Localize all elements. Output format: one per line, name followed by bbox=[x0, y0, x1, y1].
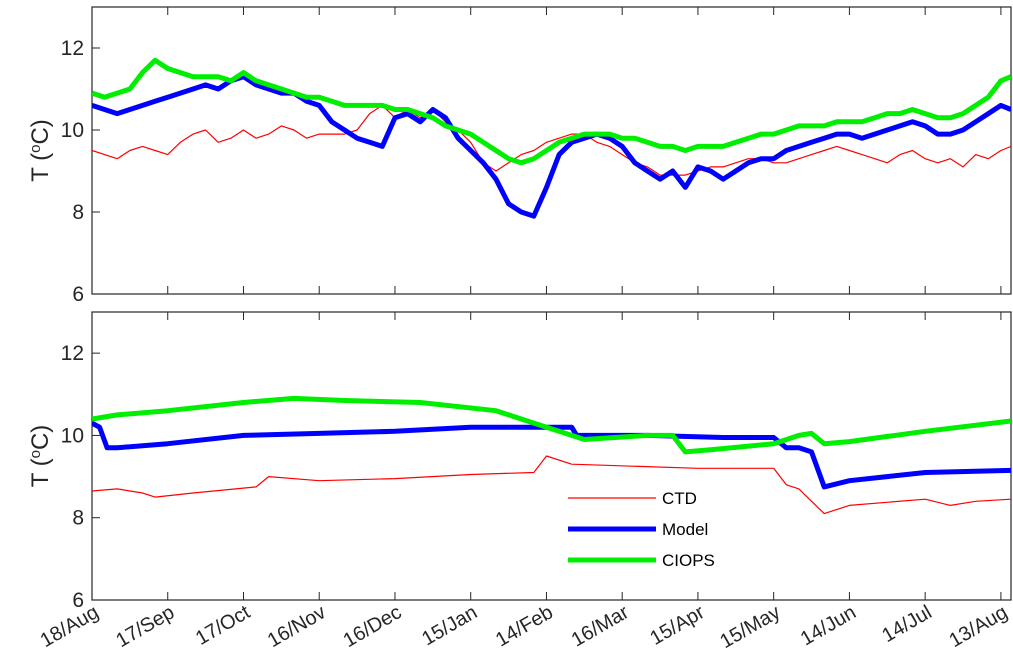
y-tick-label: 6 bbox=[72, 589, 84, 612]
plot-frame bbox=[91, 311, 1012, 601]
series-group bbox=[92, 57, 1011, 219]
series-line-ciops bbox=[92, 57, 1011, 166]
series-line-model bbox=[92, 74, 1011, 219]
x-tick-label: 14/Feb bbox=[492, 601, 557, 651]
x-tick-label: 16/Nov bbox=[264, 601, 330, 652]
y-tick-label: 12 bbox=[61, 37, 84, 60]
legend: CTD Model CIOPS bbox=[568, 489, 715, 570]
bottom-panel: 6 8 10 12 18/Aug 17/Sep 17/Oct 16/Nov 16/Dec 15/J… bbox=[27, 311, 1012, 653]
y-tick-label: 6 bbox=[72, 283, 84, 306]
top-panel: 6 8 10 12 T (oC) bbox=[27, 6, 1012, 306]
y-tick-label: 8 bbox=[72, 507, 84, 530]
legend-label-ciops: CIOPS bbox=[662, 551, 715, 570]
y-axis-label: T (oC) bbox=[27, 425, 55, 488]
x-tick-label: 15/May bbox=[716, 601, 784, 653]
x-tick-label: 14/Jul bbox=[878, 601, 935, 647]
x-tick-label: 13/Aug bbox=[946, 601, 1012, 652]
x-tick-label: 17/Oct bbox=[192, 601, 254, 650]
x-tick-label: 16/Mar bbox=[568, 601, 633, 651]
x-tick-label: 15/Apr bbox=[646, 601, 708, 650]
x-tick-label: 14/Jun bbox=[797, 601, 860, 650]
x-tick-label: 17/Sep bbox=[112, 601, 178, 652]
x-tick-label: 16/Dec bbox=[340, 601, 406, 652]
legend-label-ctd: CTD bbox=[662, 489, 697, 508]
y-tick-label: 10 bbox=[61, 424, 84, 447]
x-tick-label: 15/Jan bbox=[418, 601, 481, 650]
series-line-ctd bbox=[92, 455, 1011, 515]
y-tick-label: 10 bbox=[61, 119, 84, 142]
series-line-ciops bbox=[92, 395, 1011, 455]
y-tick-label: 8 bbox=[72, 201, 84, 224]
y-tick-label: 12 bbox=[61, 342, 84, 365]
series-group bbox=[92, 395, 1011, 515]
x-tick-label: 18/Aug bbox=[37, 601, 103, 652]
y-axis-label: T (oC) bbox=[27, 119, 55, 182]
legend-label-model: Model bbox=[662, 520, 708, 539]
series-line-ctd bbox=[92, 104, 1011, 176]
plot-frame bbox=[91, 6, 1012, 295]
series-line-model bbox=[92, 420, 1011, 490]
